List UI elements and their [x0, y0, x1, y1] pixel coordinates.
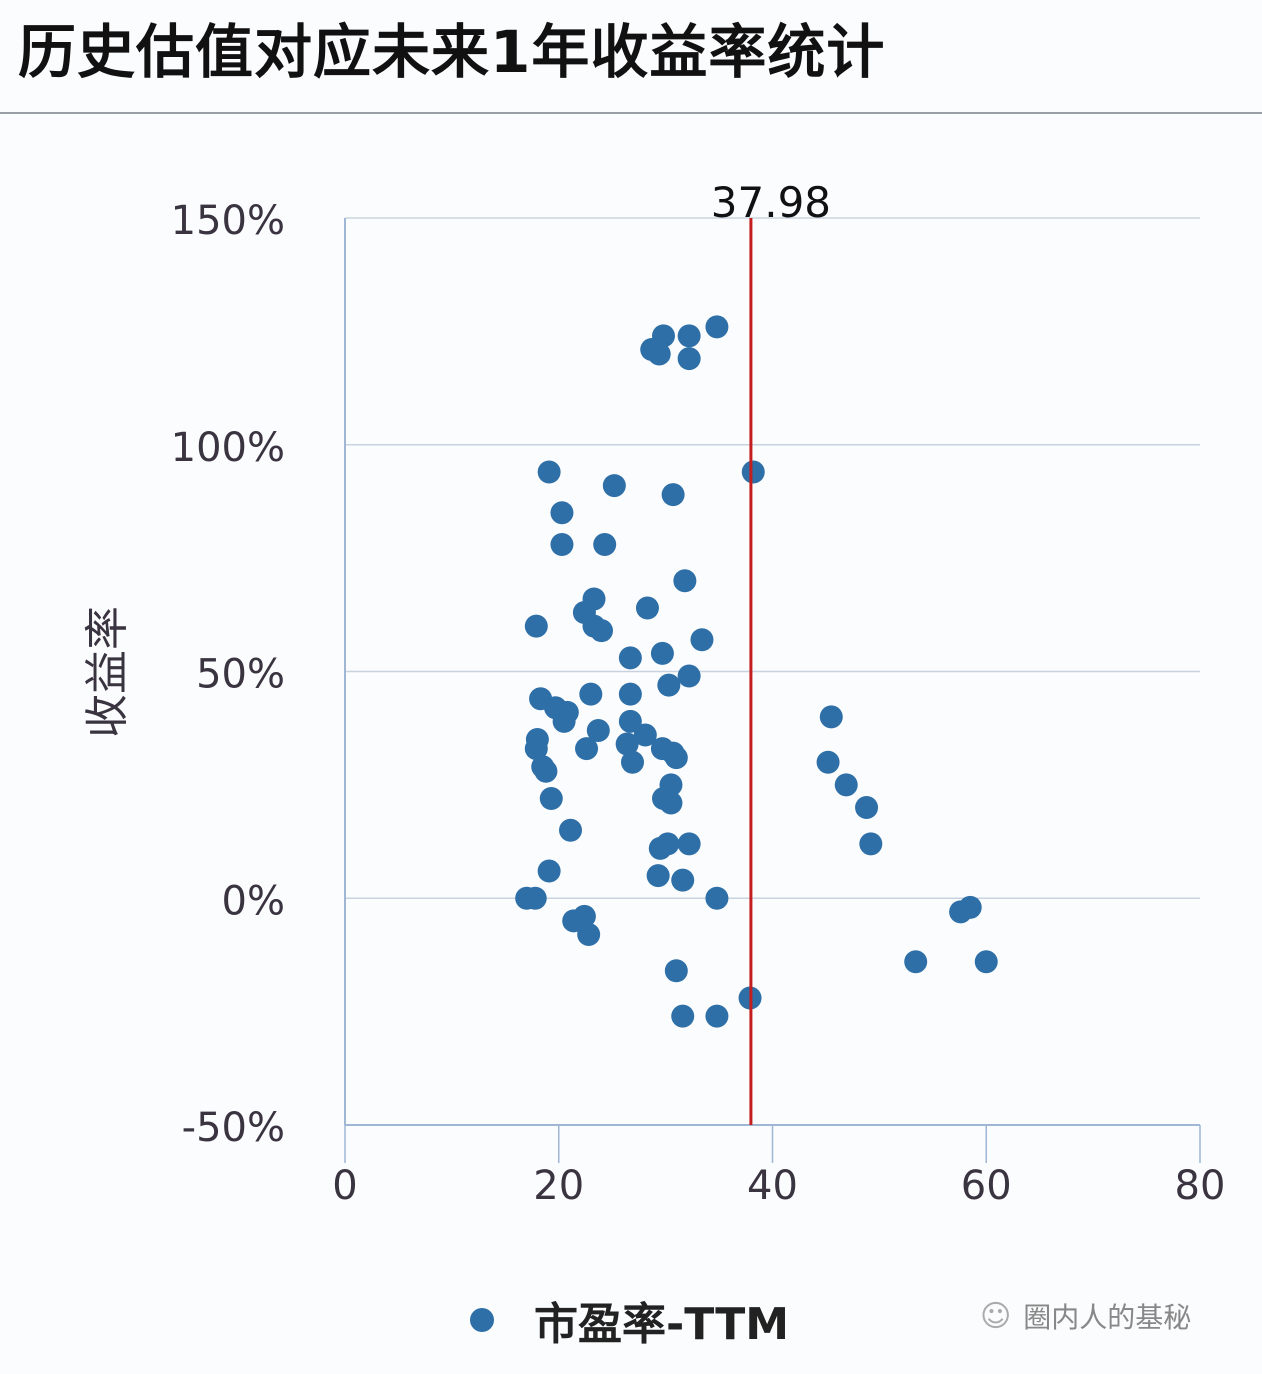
legend-label: 市盈率-TTM: [534, 1299, 790, 1350]
data-point: [816, 750, 840, 774]
y-tick-label: 100%: [171, 425, 285, 471]
data-point: [671, 1004, 695, 1028]
y-tick-label: 150%: [171, 198, 285, 244]
y-tick-label: 0%: [222, 878, 285, 924]
data-point: [656, 832, 680, 856]
data-point: [593, 533, 617, 557]
data-point: [586, 718, 610, 742]
data-point: [524, 614, 548, 638]
data-point: [618, 646, 642, 670]
data-point: [537, 460, 561, 484]
data-point: [559, 818, 583, 842]
data-point: [524, 737, 548, 761]
x-tick-label: 40: [747, 1163, 798, 1209]
data-point: [572, 904, 596, 928]
data-point: [618, 682, 642, 706]
data-point: [671, 868, 695, 892]
data-point: [904, 950, 928, 974]
data-point: [705, 886, 729, 910]
data-point: [579, 682, 603, 706]
x-tick-label: 60: [961, 1163, 1012, 1209]
legend-marker-icon: [470, 1308, 494, 1332]
data-point: [690, 628, 714, 652]
data-point: [602, 474, 626, 498]
x-tick-label: 0: [332, 1163, 357, 1209]
data-point: [635, 596, 659, 620]
data-point: [664, 959, 688, 983]
data-point: [650, 641, 674, 665]
data-point: [705, 1004, 729, 1028]
data-point: [534, 759, 558, 783]
data-point: [677, 324, 701, 348]
data-point: [859, 832, 883, 856]
x-tick-label: 20: [533, 1163, 584, 1209]
y-tick-label: 50%: [196, 652, 285, 698]
data-point: [661, 483, 685, 507]
data-point: [550, 501, 574, 525]
data-point: [618, 709, 642, 733]
data-point: [677, 347, 701, 371]
data-point: [523, 886, 547, 910]
data-point: [659, 791, 683, 815]
data-point: [646, 864, 670, 888]
data-point: [620, 750, 644, 774]
x-tick-label: 80: [1175, 1163, 1226, 1209]
data-point: [677, 832, 701, 856]
data-point: [677, 664, 701, 688]
data-point: [705, 315, 729, 339]
data-point: [819, 705, 843, 729]
data-point: [577, 923, 601, 947]
data-point: [651, 324, 675, 348]
title-divider: [0, 112, 1262, 114]
data-point: [834, 773, 858, 797]
y-tick-label: -50%: [182, 1105, 285, 1151]
watermark-text: 圈内人的基秘: [1023, 1301, 1192, 1334]
y-axis-title: 收益率: [82, 606, 133, 738]
data-point: [539, 786, 563, 810]
data-point: [855, 796, 879, 820]
data-point: [550, 533, 574, 557]
data-point: [958, 895, 982, 919]
data-point: [590, 619, 613, 643]
data-point: [657, 673, 681, 697]
data-point: [575, 737, 599, 761]
data-point: [741, 460, 765, 484]
data-point: [633, 723, 657, 747]
watermark: ☺ 圈内人的基秘: [980, 1296, 1191, 1336]
legend: 市盈率-TTM: [470, 1288, 789, 1352]
wechat-icon: ☺: [980, 1298, 1012, 1334]
data-point: [552, 709, 576, 733]
data-point: [664, 746, 688, 770]
data-point: [537, 859, 561, 883]
reference-line-label: 37.98: [711, 178, 831, 227]
data-point: [974, 950, 998, 974]
data-point: [673, 569, 697, 593]
chart-title: 历史估值对应未来1年收益率统计: [18, 18, 886, 86]
data-point: [647, 342, 671, 366]
data-point: [615, 732, 639, 756]
